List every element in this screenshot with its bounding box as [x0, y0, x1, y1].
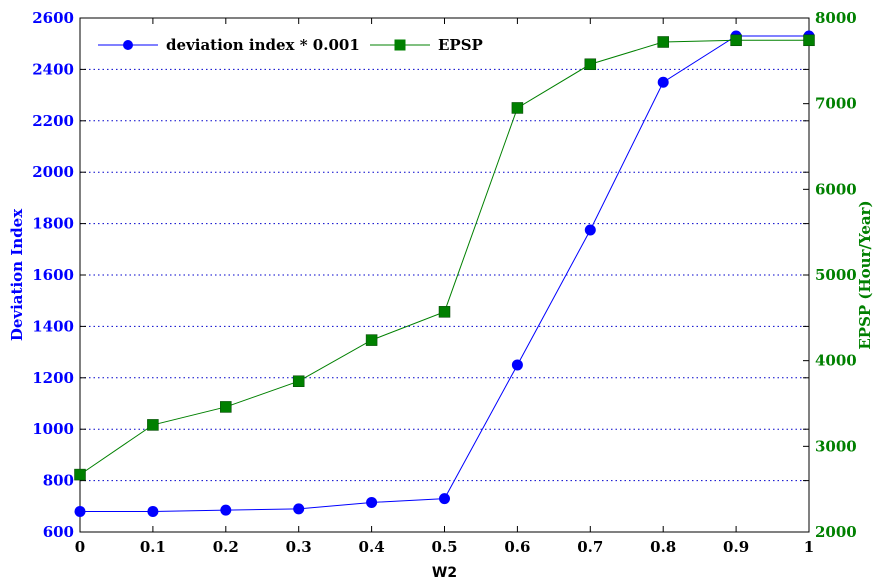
data-point	[147, 419, 159, 431]
legend-label-0: deviation index * 0.001	[166, 36, 360, 54]
series-layer	[74, 30, 815, 517]
left-tick-label: 1800	[32, 215, 74, 233]
legend-label-1: EPSP	[438, 36, 483, 54]
right-tick-label: 5000	[815, 266, 857, 284]
gridlines	[80, 68, 809, 482]
left-tick-label: 1600	[32, 266, 74, 284]
data-point	[511, 359, 523, 371]
x-tick-label: 0.2	[213, 538, 239, 556]
data-point	[511, 102, 524, 114]
x-tick-label: 0.8	[650, 538, 676, 556]
data-point	[220, 504, 232, 516]
x-axis: 0 0.1 0.2 0.3 0.4 0.5 0.6 0.7 0.8 0.9 1	[75, 18, 814, 556]
data-point	[74, 468, 86, 481]
left-tick-label: 2600	[32, 9, 74, 27]
data-point	[657, 76, 669, 88]
left-y-axis: 600 800 1000 1200 1400 1600 1800 2000 2200 2400 26…	[32, 9, 809, 541]
left-tick-label: 2200	[32, 112, 74, 130]
x-tick-label: 0	[75, 538, 85, 556]
data-point	[438, 306, 451, 318]
x-tick-label: 0.1	[140, 538, 166, 556]
left-tick-label: 600	[43, 523, 74, 541]
left-tick-label: 2000	[32, 163, 74, 181]
series-line-0	[80, 35, 809, 512]
series-line-1	[79, 39, 809, 476]
data-point	[220, 401, 232, 413]
x-tick-label: 0.7	[577, 538, 603, 556]
data-point	[584, 58, 597, 71]
legend-marker-1	[394, 39, 406, 51]
left-axis-title: Deviation Index	[8, 208, 26, 341]
x-tick-label: 0.3	[286, 538, 312, 556]
data-point	[292, 375, 305, 387]
x-tick-label: 0.5	[431, 538, 457, 556]
right-tick-label: 2000	[815, 523, 857, 541]
left-tick-label: 1200	[32, 369, 74, 387]
left-tick-label: 2400	[32, 60, 74, 78]
legend: deviation index * 0.001 EPSP	[88, 28, 488, 62]
right-tick-label: 7000	[815, 95, 857, 113]
left-tick-label: 800	[43, 472, 74, 490]
data-point	[365, 334, 378, 346]
left-tick-label: 1400	[32, 317, 74, 335]
left-tick-label: 1000	[32, 420, 74, 438]
x-axis-title: W2	[432, 565, 457, 581]
data-point	[803, 34, 815, 47]
data-point	[366, 496, 378, 508]
x-tick-label: 0.6	[504, 538, 530, 556]
data-point	[147, 505, 159, 517]
right-tick-label: 4000	[815, 352, 857, 370]
right-tick-label: 3000	[815, 437, 857, 455]
right-y-axis: 2000 3000 4000 5000 6000 7000 8000	[803, 9, 857, 541]
x-tick-label: 0.9	[723, 538, 749, 556]
right-tick-label: 6000	[815, 180, 857, 198]
legend-items: deviation index * 0.001 EPSP	[98, 36, 483, 54]
x-tick-label: 1	[804, 538, 814, 556]
data-point	[657, 36, 669, 48]
right-axis-title: EPSP (Hour/Year)	[856, 200, 874, 349]
legend-marker-0	[123, 40, 133, 50]
data-point	[74, 505, 86, 517]
data-point	[293, 503, 305, 515]
data-point	[439, 493, 450, 505]
data-point	[584, 224, 596, 236]
right-tick-label: 8000	[815, 9, 857, 27]
data-point	[730, 34, 742, 47]
x-tick-label: 0.4	[359, 538, 385, 556]
